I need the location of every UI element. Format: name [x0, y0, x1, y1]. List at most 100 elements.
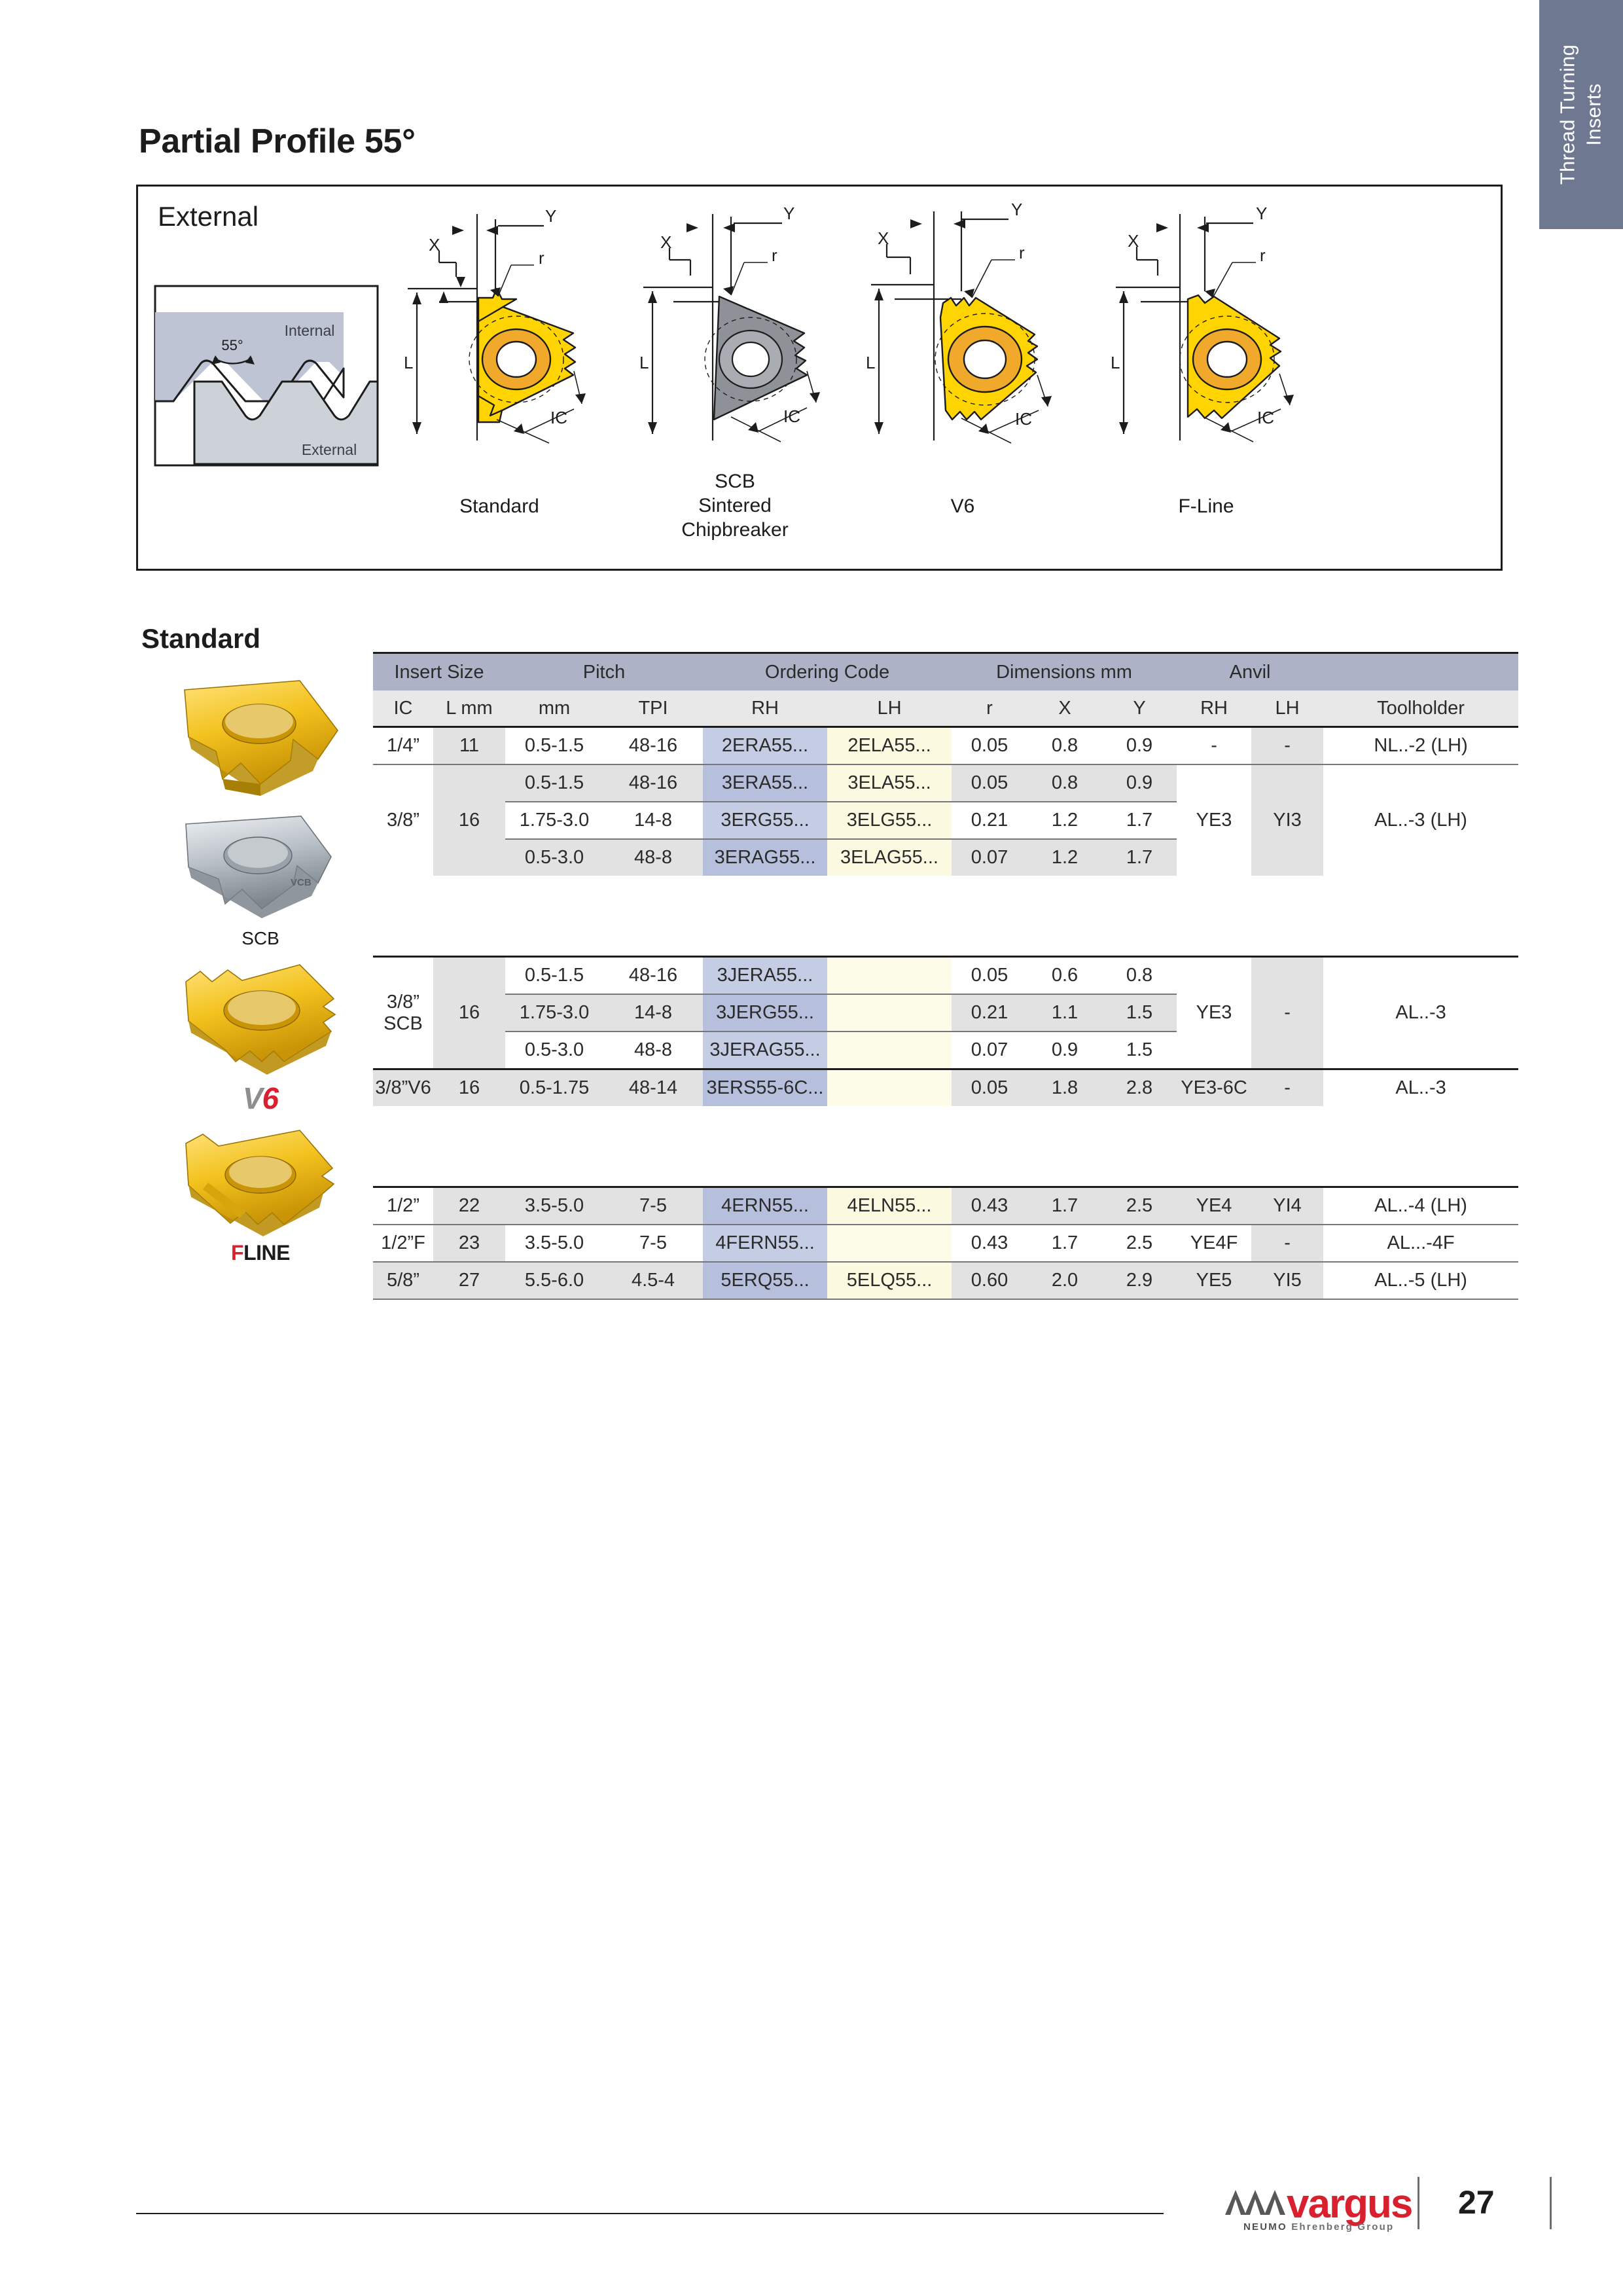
cell-rh-code: 5ERQ55...: [703, 1262, 828, 1299]
col-header-pitch-mm: mm: [505, 691, 603, 727]
cell-rh-code: 3ERAG55...: [703, 839, 828, 876]
svg-text:Y: Y: [1011, 200, 1022, 219]
cell-anvil-lh: YI3: [1251, 764, 1324, 876]
cell-tpi: 48-8: [633, 1039, 673, 1060]
svg-text:X: X: [1128, 231, 1139, 251]
table-row: 5/8” 27 5.5-6.0 4.5-4 5ERQ55... 5ELQ55..…: [373, 1262, 1519, 1299]
insert-diagram-standard: X Y r L IC: [404, 206, 586, 444]
cell-lh-code: 3ELA55...: [827, 764, 952, 802]
cell-x: 1.7: [1051, 1232, 1079, 1253]
cell-pitch-mm: 0.5-1.5: [524, 965, 584, 986]
cell-x: 1.7: [1027, 1187, 1103, 1225]
photo-v6-insert: V6: [162, 953, 359, 1116]
cell-lh-code: [827, 994, 952, 1031]
fline-logo-rest: LINE: [243, 1241, 290, 1265]
photo-fline-insert: FLINE: [162, 1120, 359, 1265]
cell-r: 0.43: [952, 1187, 1028, 1225]
cell-pitch-mm: 5.5-6.0: [505, 1262, 603, 1299]
cell-anvil-rh: YE3: [1196, 810, 1232, 831]
cell-rh-code: 3JERA55...: [703, 956, 828, 994]
footer-divider: [136, 2213, 1164, 2214]
page-number: 27: [1458, 2184, 1495, 2221]
col-header-lh-code: LH: [827, 691, 952, 727]
svg-text:r: r: [1260, 245, 1266, 265]
cell-l: 16: [433, 1069, 505, 1106]
cell-anvil-rh: YE5: [1177, 1262, 1252, 1299]
cell-tpi: 7-5: [603, 1187, 704, 1225]
caption-v6: V6: [858, 494, 1067, 518]
caption-scb-line2: Sintered: [698, 495, 772, 517]
cell-pitch-mm: 1.75-3.0: [505, 994, 603, 1031]
col-header-x: X: [1027, 691, 1103, 727]
cell-anvil-lh: -: [1251, 726, 1324, 764]
cell-y: 2.5: [1126, 1232, 1153, 1253]
cell-ic: 1/2”: [387, 1195, 419, 1216]
table-row: 1.75-3.0 14-8 3JERG55... 0.21 1.1 1.5: [373, 994, 1519, 1031]
table-row: 1/2” 22 3.5-5.0 7-5 4ERN55... 4ELN55... …: [373, 1187, 1519, 1225]
svg-text:L: L: [1111, 353, 1120, 372]
cell-r: 0.21: [971, 810, 1008, 831]
cell-x: 0.6: [1051, 965, 1079, 986]
cell-y: 2.5: [1102, 1187, 1177, 1225]
cell-r: 0.60: [952, 1262, 1028, 1299]
cell-rh-code: 3ERA55...: [703, 764, 828, 802]
cell-pitch-mm: 0.5-1.5: [524, 735, 584, 756]
cell-l: 16: [433, 956, 505, 1069]
cell-r: 0.07: [952, 839, 1028, 876]
svg-text:Internal: Internal: [285, 322, 335, 339]
cell-lh-code: 3ELAG55...: [827, 839, 952, 876]
cell-r: 0.05: [971, 965, 1008, 986]
table-row: 0.5-3.0 48-8 3JERAG55... 0.07 0.9 1.5: [373, 1031, 1519, 1069]
v6-logo: V6: [162, 1081, 359, 1116]
caption-scb-line1: SCB: [715, 471, 755, 492]
cell-pitch-mm: 0.5-3.0: [505, 839, 603, 876]
vargus-mountain-icon: [1225, 2190, 1285, 2215]
table-row: 0.5-3.0 48-8 3ERAG55... 3ELAG55... 0.07 …: [373, 839, 1519, 876]
cell-anvil-rh: YE4F: [1190, 1232, 1238, 1253]
cell-r: 0.05: [952, 1069, 1028, 1106]
col-header-r: r: [952, 691, 1028, 727]
cell-y: 0.9: [1126, 735, 1153, 756]
col-header-tpi: TPI: [603, 691, 704, 727]
cell-anvil-rh: YE3: [1196, 1002, 1232, 1023]
svg-text:L: L: [404, 353, 413, 372]
cell-x: 2.0: [1027, 1262, 1103, 1299]
svg-text:Y: Y: [1256, 204, 1267, 223]
cell-anvil-lh: -: [1251, 1069, 1324, 1106]
group-header-blank: [1323, 653, 1519, 691]
cell-tpi: 14-8: [603, 994, 704, 1031]
cell-r: 0.07: [971, 1039, 1008, 1060]
cell-pitch-mm: 0.5-3.0: [524, 1039, 584, 1060]
cell-y: 2.8: [1102, 1069, 1177, 1106]
cell-toolholder: AL..-4 (LH): [1374, 1195, 1467, 1216]
cell-anvil-lh: -: [1251, 1225, 1324, 1262]
caption-scb: SCB Sintered Chipbreaker: [630, 469, 840, 543]
cell-y: 1.7: [1126, 810, 1153, 831]
group-header-pitch: Pitch: [505, 653, 704, 691]
cell-toolholder: AL..-3: [1395, 1002, 1446, 1023]
cell-rh-code: 3JERAG55...: [703, 1031, 828, 1069]
cell-tpi: 48-16: [603, 764, 704, 802]
cell-toolholder: AL..-5 (LH): [1374, 1270, 1467, 1291]
fline-logo: FLINE: [162, 1241, 359, 1265]
cell-y: 1.7: [1102, 839, 1177, 876]
insert-diagram-scb: X Y r L IC: [639, 204, 820, 442]
svg-text:VCB: VCB: [291, 877, 312, 888]
caption-standard: Standard: [395, 494, 604, 518]
cell-tpi: 14-8: [633, 810, 673, 831]
cell-pitch-mm: 3.5-5.0: [524, 1232, 584, 1253]
cell-pitch-mm: 3.5-5.0: [505, 1187, 603, 1225]
cell-l: 16: [433, 764, 505, 876]
cell-lh-code: [827, 1225, 952, 1262]
cell-toolholder: AL..-3: [1395, 1077, 1446, 1098]
table-group-header-row: Insert Size Pitch Ordering Code Dimensio…: [373, 653, 1519, 691]
cell-y: 0.8: [1126, 965, 1153, 986]
col-header-rh-code: RH: [703, 691, 828, 727]
svg-text:55°: 55°: [221, 337, 243, 353]
cell-rh-code: 4ERN55...: [703, 1187, 828, 1225]
illustration-panel: External 55° Internal External: [136, 185, 1503, 571]
col-header-l-mm: L mm: [433, 691, 505, 727]
table-row: 3/8” SCB 16 0.5-1.5 48-16 3JERA55... 0.05…: [373, 956, 1519, 1069]
cell-pitch-mm: 1.75-3.0: [519, 810, 590, 831]
col-header-anvil-lh: LH: [1251, 691, 1324, 727]
